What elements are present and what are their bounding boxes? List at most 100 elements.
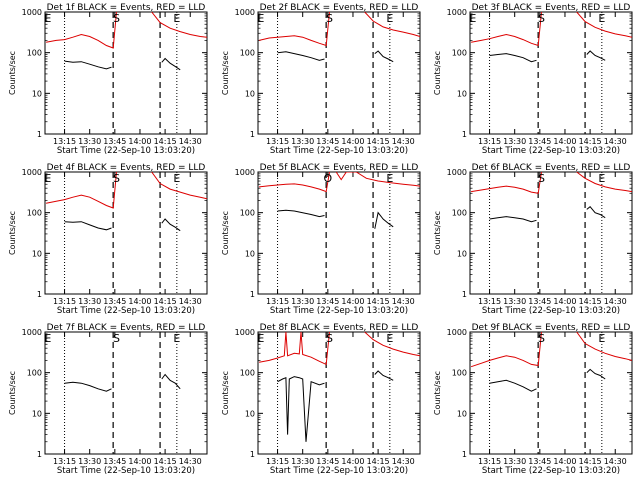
lld-series-line (335, 172, 357, 181)
panel-title: Det 2f BLACK = Events, RED = LLD (260, 3, 419, 13)
y-axis-label: Counts/sec (433, 51, 442, 95)
x-axis-label: Start Time (22-Sep-10 13:03:20) (57, 306, 195, 316)
x-tick-label: 13:45 (103, 297, 126, 306)
y-tick-label: 10 (32, 409, 42, 418)
panel-title: Det 6f BLACK = Events, RED = LLD (472, 163, 631, 173)
x-tick-label: 14:15 (367, 137, 390, 146)
y-tick-label: 1000 (235, 328, 255, 337)
marker-label-E: E (173, 332, 180, 345)
plot-frame (44, 331, 208, 455)
events-series-line (64, 381, 112, 392)
x-tick-label: 13:30 (78, 297, 101, 306)
series-group (259, 172, 420, 229)
x-axis-label: Start Time (22-Sep-10 13:03:20) (482, 146, 620, 156)
lld-series-line (576, 12, 632, 38)
x-tick-label: 14:30 (179, 457, 202, 466)
y-tick-label: 100 (27, 209, 42, 218)
y-axis-label: Counts/sec (8, 51, 17, 95)
y-axis-label: Counts/sec (221, 211, 230, 255)
x-tick-label: 13:45 (103, 457, 126, 466)
plot-frame (257, 331, 421, 455)
plot-frame (44, 171, 208, 295)
series-group (471, 172, 632, 223)
series-group (259, 332, 420, 442)
marker-label-E: E (173, 12, 180, 25)
marker-label-S: S (326, 332, 333, 345)
lld-series-line (258, 12, 330, 47)
events-series-line (161, 373, 181, 390)
y-tick-label: 1 (37, 130, 42, 139)
y-tick-label: 10 (32, 89, 42, 98)
x-tick-label: 14:15 (579, 457, 602, 466)
marker-label-S: S (538, 332, 545, 345)
y-tick-label: 1000 (22, 328, 42, 337)
events-series-line (374, 50, 394, 63)
lld-series-line (470, 332, 542, 368)
events-series-line (374, 211, 394, 229)
x-axis-label: Start Time (22-Sep-10 13:03:20) (482, 306, 620, 316)
plot-frame (257, 11, 421, 135)
x-tick-label: 13:45 (316, 457, 339, 466)
y-tick-label: 10 (245, 249, 255, 258)
panel-title: Det 3f BLACK = Events, RED = LLD (472, 3, 631, 13)
y-tick-label: 1 (250, 450, 255, 459)
x-axis-label: Start Time (22-Sep-10 13:03:20) (57, 146, 195, 156)
y-tick-label: 1 (37, 450, 42, 459)
y-tick-label: 100 (452, 49, 467, 58)
x-tick-label: 14:15 (154, 457, 177, 466)
marker-label-S: S (113, 12, 120, 25)
x-axis-label: Start Time (22-Sep-10 13:03:20) (57, 466, 195, 476)
y-axis-label: Counts/sec (221, 371, 230, 415)
x-tick-label: 13:45 (528, 457, 551, 466)
x-tick-label: 14:30 (392, 457, 415, 466)
x-axis-label: Start Time (22-Sep-10 13:03:20) (270, 146, 408, 156)
x-tick-label: 14:00 (128, 457, 151, 466)
marker-label-E: E (173, 172, 180, 185)
events-series-line (489, 379, 537, 392)
plot-frame (469, 171, 633, 295)
lld-series-line (151, 172, 207, 200)
x-tick-label: 14:00 (128, 297, 151, 306)
events-series-line (586, 205, 606, 219)
events-series-line (489, 53, 537, 63)
events-series-line (489, 216, 537, 223)
panel-title: Det 8f BLACK = Events, RED = LLD (260, 323, 419, 333)
x-tick-label: 13:15 (53, 297, 76, 306)
x-tick-label: 13:30 (503, 297, 526, 306)
marker-label-E: E (44, 172, 51, 185)
y-tick-label: 1 (462, 290, 467, 299)
y-tick-label: 100 (27, 49, 42, 58)
x-tick-label: 14:30 (604, 457, 627, 466)
x-tick-label: 14:00 (553, 297, 576, 306)
x-tick-label: 13:30 (78, 137, 101, 146)
y-axis-label: Counts/sec (433, 211, 442, 255)
panel-title: Det 7f BLACK = Events, RED = LLD (47, 323, 206, 333)
x-tick-label: 13:30 (291, 297, 314, 306)
series-group (46, 12, 207, 71)
series-group (64, 373, 181, 392)
events-series-line (277, 376, 325, 442)
x-tick-label: 13:45 (528, 297, 551, 306)
y-tick-label: 100 (240, 209, 255, 218)
y-tick-label: 10 (245, 89, 255, 98)
marker-label-E: E (386, 172, 393, 185)
lld-series-line (471, 172, 542, 194)
y-axis-label: Counts/sec (433, 371, 442, 415)
plot-frame (469, 331, 633, 455)
chart-panel-6: Det 6f BLACK = Events, RED = LLD 1 10 100 10… (433, 163, 633, 316)
chart-panel-3: Det 3f BLACK = Events, RED = LLD 1 10 100 10… (433, 3, 633, 156)
x-tick-label: 14:00 (128, 137, 151, 146)
series-group (470, 332, 632, 392)
y-tick-label: 1000 (235, 168, 255, 177)
y-tick-label: 10 (32, 249, 42, 258)
marker-label-S: S (538, 12, 545, 25)
plot-frame (257, 171, 421, 295)
y-tick-label: 1 (462, 450, 467, 459)
lld-series-line (364, 332, 420, 357)
x-tick-label: 14:15 (367, 297, 390, 306)
chart-panel-4: Det 4f BLACK = Events, RED = LLD 1 10 100 10… (8, 163, 208, 316)
x-axis-label: Start Time (22-Sep-10 13:03:20) (482, 466, 620, 476)
x-tick-label: 14:00 (553, 457, 576, 466)
series-group (258, 12, 420, 63)
y-tick-label: 100 (240, 369, 255, 378)
